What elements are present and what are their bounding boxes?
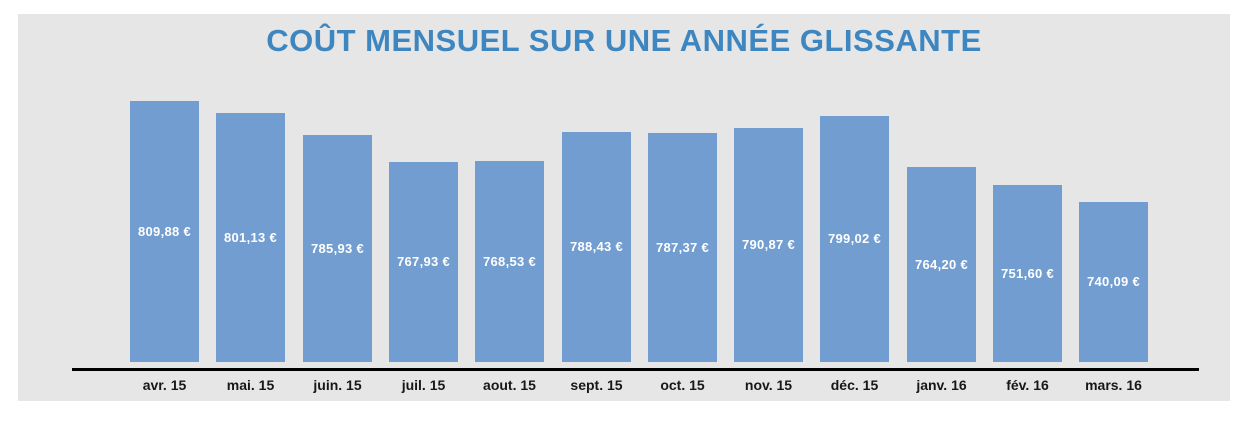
x-axis-label: déc. 15 [830, 377, 879, 393]
x-axis-label: juin. 15 [313, 377, 362, 393]
bar-value-label: 790,87 € [741, 237, 795, 252]
x-axis-label: nov. 15 [744, 377, 793, 393]
bar [907, 167, 976, 362]
bar-value-label: 764,20 € [914, 257, 968, 272]
bar [216, 113, 285, 362]
bar [475, 161, 544, 362]
chart-panel: COÛT MENSUEL SUR UNE ANNÉE GLISSANTE 809… [18, 14, 1230, 401]
x-axis-label: avr. 15 [142, 377, 187, 393]
bar-value-label: 740,09 € [1086, 274, 1140, 289]
bar [562, 132, 631, 362]
bar [734, 128, 803, 362]
bar-value-label: 787,37 € [655, 240, 709, 255]
x-axis-label: janv. 16 [916, 377, 967, 393]
chart-title: COÛT MENSUEL SUR UNE ANNÉE GLISSANTE [266, 23, 982, 58]
bar [648, 133, 717, 362]
bar-value-label: 801,13 € [223, 230, 277, 245]
bar [389, 162, 458, 362]
x-axis-line [72, 368, 1199, 371]
bar [130, 101, 199, 362]
bar-value-label: 788,43 € [569, 239, 623, 254]
bar [1079, 202, 1148, 362]
bar [303, 135, 372, 362]
x-axis-label: mars. 16 [1085, 377, 1142, 393]
x-axis-label: mai. 15 [226, 377, 275, 393]
bar-value-label: 785,93 € [310, 241, 364, 256]
x-axis-label: fév. 16 [1006, 377, 1049, 393]
bar-value-label: 768,53 € [482, 254, 536, 269]
bar-value-label: 751,60 € [1000, 266, 1054, 281]
x-axis-label: juil. 15 [401, 377, 446, 393]
bar-value-label: 809,88 € [137, 224, 191, 239]
bar [993, 185, 1062, 362]
x-axis-label: aout. 15 [483, 377, 536, 393]
bar-value-label: 799,02 € [827, 231, 881, 246]
bar [820, 116, 889, 362]
bar-value-label: 767,93 € [396, 254, 450, 269]
x-axis-label: oct. 15 [660, 377, 705, 393]
x-axis-label: sept. 15 [570, 377, 623, 393]
